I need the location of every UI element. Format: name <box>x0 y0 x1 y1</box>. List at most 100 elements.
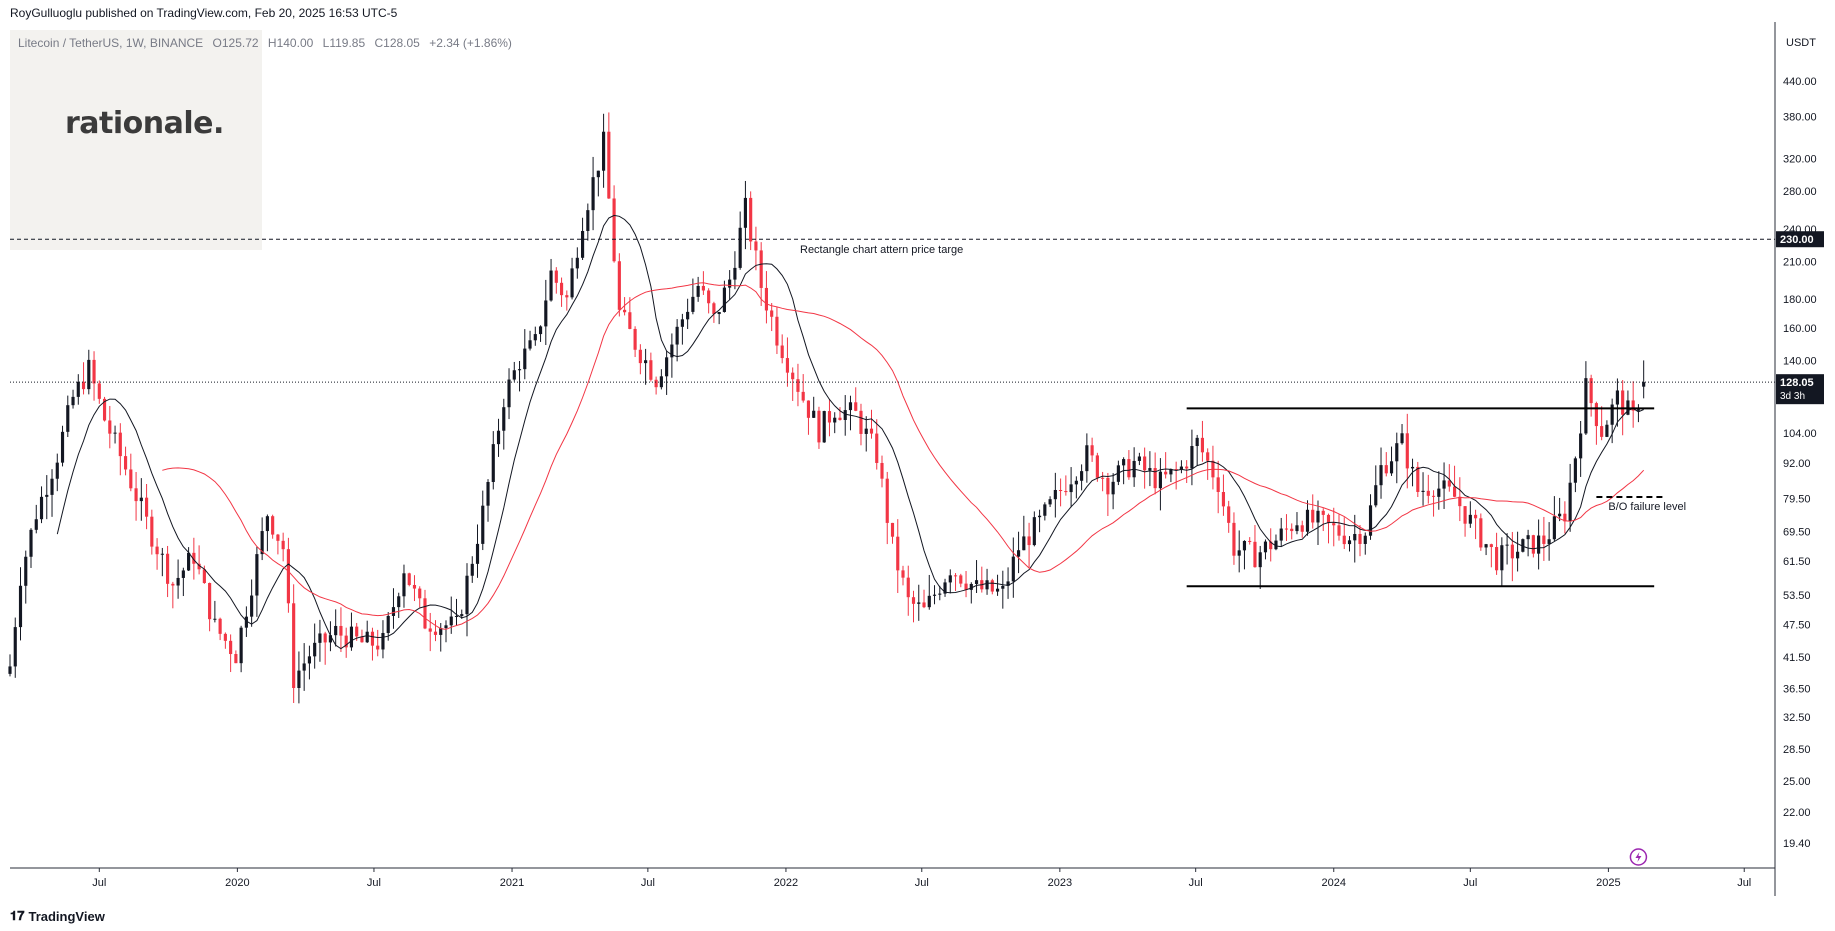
candle-body <box>166 553 170 584</box>
candle-body <box>1153 468 1157 489</box>
candle-body <box>407 573 411 585</box>
symbol-legend: Litecoin / TetherUS, 1W, BINANCE O125.72… <box>18 36 518 50</box>
candle-body <box>502 407 506 431</box>
y-tick-label: 380.00 <box>1783 112 1817 124</box>
candle-body <box>822 411 826 443</box>
candle-body <box>617 261 621 310</box>
candle-body <box>134 488 138 502</box>
candle-body <box>297 670 301 688</box>
countdown-label: 3d 3h <box>1780 391 1805 402</box>
legend-close: C128.05 <box>374 36 420 50</box>
candle-body <box>71 396 75 406</box>
candle-body <box>34 519 38 530</box>
candle-body <box>559 282 564 296</box>
candle-body <box>1374 485 1378 506</box>
candle-body <box>102 398 107 421</box>
candle-body <box>360 636 364 643</box>
candle-body <box>1090 445 1094 456</box>
candle-body <box>864 428 868 434</box>
candle-body <box>1636 409 1640 411</box>
candle-body <box>418 588 422 599</box>
candle-body <box>1621 390 1625 415</box>
last-price-tag <box>1776 374 1824 405</box>
y-tick-label: 320.00 <box>1783 154 1817 166</box>
candle-body <box>1169 469 1173 475</box>
candle-body <box>1558 513 1562 517</box>
candle-body <box>838 417 842 420</box>
tradingview-footer[interactable]: 𝟏𝟕 TradingView <box>10 908 105 924</box>
candle-body <box>1568 482 1572 522</box>
candle-body <box>460 614 464 616</box>
candle-body <box>649 360 653 380</box>
candle-body <box>817 410 821 443</box>
ma-slow-line <box>162 282 1645 630</box>
candle-body <box>255 554 259 596</box>
candle-body <box>654 379 658 388</box>
candle-body <box>1437 488 1441 497</box>
candle-body <box>580 230 585 258</box>
candle-body <box>644 360 648 364</box>
candle-body <box>1431 495 1436 497</box>
candle-body <box>880 462 884 479</box>
candle-body <box>528 340 532 349</box>
y-tick-label: 22.00 <box>1783 807 1811 819</box>
candle-body <box>670 344 674 358</box>
candle-body <box>1216 477 1220 492</box>
candle-body <box>1363 535 1367 544</box>
candle-body <box>586 210 590 231</box>
candle-body <box>1122 459 1126 466</box>
candle-body <box>665 357 669 377</box>
candle-body <box>1237 550 1241 556</box>
candle-body <box>286 549 290 604</box>
candle-body <box>50 478 54 495</box>
x-tick-label: 2020 <box>225 877 249 889</box>
candle-body <box>1190 446 1194 469</box>
candle-body <box>833 417 837 423</box>
candle-body <box>969 583 973 590</box>
candle-body <box>470 563 474 576</box>
candle-body <box>1001 585 1005 589</box>
candle-body <box>1326 514 1331 524</box>
watermark-box <box>10 30 262 250</box>
candle-body <box>1300 525 1304 532</box>
legend-high: H140.00 <box>267 36 314 50</box>
candle-body <box>859 410 863 434</box>
candle-body <box>276 534 280 541</box>
candle-body <box>66 405 70 432</box>
candle-body <box>1174 469 1178 471</box>
candle-body <box>108 420 112 434</box>
candle-body <box>974 580 979 584</box>
target-price-tag <box>1776 231 1824 248</box>
candle-body <box>1537 535 1541 554</box>
publisher-header: RoyGulluoglu published on TradingView.co… <box>10 6 398 20</box>
x-tick-label: Jul <box>915 877 929 889</box>
candle-body <box>1410 466 1415 469</box>
candle-body <box>1342 535 1346 545</box>
candle-body <box>239 627 243 664</box>
candle-body <box>92 359 96 384</box>
candle-body <box>985 580 989 590</box>
candle-body <box>1316 510 1320 523</box>
candle-body <box>964 583 968 590</box>
candle-body <box>990 580 994 592</box>
candle-body <box>229 640 233 655</box>
candle-body <box>481 505 485 544</box>
candle-body <box>60 431 65 463</box>
candle-body <box>1584 378 1588 434</box>
candle-body <box>770 310 774 317</box>
target-level-text: Rectangle chart attern price targe <box>800 244 963 256</box>
candle-body <box>707 290 711 304</box>
candle-body <box>355 626 359 637</box>
candle-body <box>81 381 86 390</box>
y-tick-label: 28.50 <box>1783 744 1811 756</box>
candle-body <box>712 303 716 315</box>
candle-body <box>1563 513 1567 522</box>
candle-body <box>1200 437 1205 453</box>
candle-body <box>1242 540 1247 551</box>
candle-body <box>1148 468 1152 471</box>
candle-body <box>523 348 527 370</box>
candle-body <box>423 598 427 629</box>
candle-body <box>1589 378 1593 404</box>
lightning-icon <box>1629 848 1648 866</box>
